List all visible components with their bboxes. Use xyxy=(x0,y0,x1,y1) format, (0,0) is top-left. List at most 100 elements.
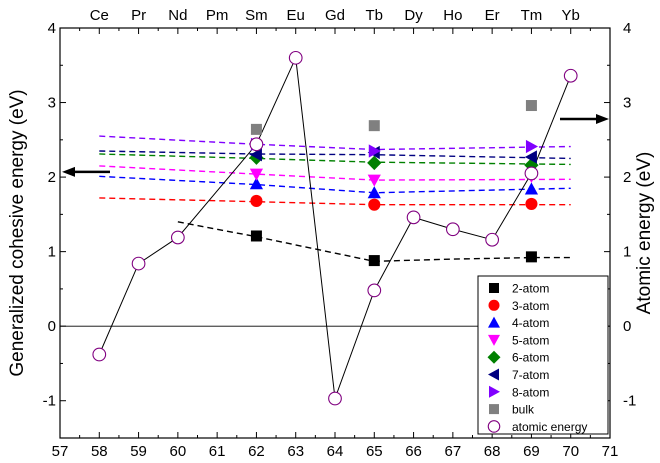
point-3-atom xyxy=(250,194,263,207)
legend-marker-3-atom xyxy=(488,299,500,311)
legend-label-bulk: bulk xyxy=(512,403,535,417)
point-4-atom xyxy=(249,177,264,190)
legend-marker-7-atom xyxy=(488,368,499,381)
point-atomic-energy xyxy=(92,347,107,362)
point-atomic-energy xyxy=(249,137,264,152)
y-tick-label-left: 1 xyxy=(48,244,56,261)
y-tick-label-left: -1 xyxy=(43,393,56,410)
point-2-atom xyxy=(525,251,537,263)
x-tick-label: 64 xyxy=(327,443,344,460)
legend-label-7-atom: 7-atom xyxy=(512,368,549,382)
legend-box xyxy=(477,275,609,435)
point-6-atom xyxy=(367,155,382,171)
point-8-atom xyxy=(368,144,381,158)
legend-marker-8-atom xyxy=(489,385,500,398)
legend-label-6-atom: 6-atom xyxy=(512,351,549,365)
x-tick-label: 58 xyxy=(91,443,108,460)
y-tick-label-right: 4 xyxy=(623,20,631,37)
y-tick-label-right: 2 xyxy=(623,169,631,186)
top-element-label: Yb xyxy=(562,7,580,24)
point-bulk xyxy=(525,100,537,112)
y-tick-label-right: -1 xyxy=(623,393,636,410)
legend-label-5-atom: 5-atom xyxy=(512,333,549,347)
point-atomic-energy xyxy=(367,283,382,298)
legend-label-3-atom: 3-atom xyxy=(512,299,549,313)
annotations xyxy=(62,113,609,177)
legend-label-4-atom: 4-atom xyxy=(512,316,549,330)
top-element-label: Sm xyxy=(245,7,268,24)
x-tick-label: 60 xyxy=(170,443,187,460)
series-lines xyxy=(98,55,572,399)
top-element-label: Tm xyxy=(521,7,543,24)
y-axis-title-right: Atomic energy (eV) xyxy=(634,152,655,315)
point-atomic-energy xyxy=(131,256,146,271)
legend-label-atomic-energy: atomic energy xyxy=(512,420,587,434)
top-element-label: Nd xyxy=(168,7,187,24)
legend-marker-6-atom xyxy=(487,350,501,364)
x-tick-label: 67 xyxy=(445,443,462,460)
arrow-left-head xyxy=(62,166,75,177)
top-element-label: Pm xyxy=(206,7,229,24)
point-atomic-energy xyxy=(328,391,342,406)
legend-label-2-atom: 2-atom xyxy=(512,282,549,296)
data-marks xyxy=(92,50,578,406)
trend-line-6-atom xyxy=(99,153,571,166)
top-element-label: Tb xyxy=(366,7,384,24)
point-7-atom xyxy=(524,150,537,164)
trend-line-2-atom xyxy=(177,221,571,263)
point-3-atom xyxy=(525,197,538,210)
x-tick-label: 63 xyxy=(287,443,304,460)
x-tick-label: 65 xyxy=(366,443,383,460)
x-tick-label: 71 xyxy=(602,443,619,460)
point-2-atom xyxy=(250,230,262,242)
trend-line-3-atom xyxy=(99,197,571,206)
trend-line-4-atom xyxy=(99,175,571,194)
point-atomic-energy xyxy=(524,166,539,181)
trend-line-5-atom xyxy=(99,165,571,181)
top-element-label: Pr xyxy=(131,7,146,24)
y-tick-label-left: 3 xyxy=(48,95,56,112)
x-tick-label: 69 xyxy=(523,443,540,460)
x-tick-label: 66 xyxy=(405,443,422,460)
trend-line-7-atom xyxy=(99,150,571,160)
point-bulk xyxy=(368,120,380,132)
point-4-atom xyxy=(524,182,539,195)
top-element-label: Eu xyxy=(287,7,305,24)
point-3-atom xyxy=(368,198,381,211)
legend-marker-4-atom xyxy=(488,316,500,328)
top-element-label: Dy xyxy=(404,7,423,24)
point-atomic-energy xyxy=(288,50,303,65)
point-atomic-energy xyxy=(445,222,460,237)
y-tick-label-left: 4 xyxy=(48,20,56,37)
point-8-atom xyxy=(525,139,539,154)
x-tick-label: 68 xyxy=(484,443,501,460)
legend: 2-atom 3-atom 4-atom 5-atom 6-atom 7-atom 8-at… xyxy=(477,275,609,435)
trend-line-8-atom xyxy=(99,135,571,151)
point-atomic-energy xyxy=(406,210,421,225)
top-element-label: Gd xyxy=(325,7,345,24)
top-element-label: Er xyxy=(485,7,500,24)
point-atomic-energy xyxy=(170,230,185,245)
legend-marker-bulk xyxy=(489,404,499,415)
x-tick-label: 62 xyxy=(248,443,265,460)
point-2-atom xyxy=(368,255,380,267)
x-tick-label: 59 xyxy=(130,443,147,460)
point-bulk xyxy=(250,123,262,135)
x-tick-label: 70 xyxy=(562,443,579,460)
y-tick-label-right: 0 xyxy=(623,318,631,335)
point-7-atom xyxy=(249,148,262,162)
top-element-label: Ce xyxy=(90,7,109,24)
point-5-atom xyxy=(367,174,381,187)
x-tick-label: 61 xyxy=(209,443,226,460)
point-5-atom xyxy=(249,168,264,181)
axes: 57 58 59 60 61 62 63 64 65 66 67 68 69 70 71 Ce Pr Nd Pm Sm… xyxy=(7,7,655,460)
arrow-right-head xyxy=(596,113,609,124)
legend-marker-atomic-energy xyxy=(487,420,501,433)
point-atomic-energy xyxy=(563,68,578,83)
legend-marker-2-atom xyxy=(489,283,499,293)
x-tick-label: 57 xyxy=(52,443,69,460)
y-tick-label-left: 0 xyxy=(48,318,56,335)
top-element-label: Ho xyxy=(443,7,462,24)
y-axis-title-left: Generalized cohesive energy (eV) xyxy=(7,89,28,376)
point-4-atom xyxy=(367,186,381,199)
